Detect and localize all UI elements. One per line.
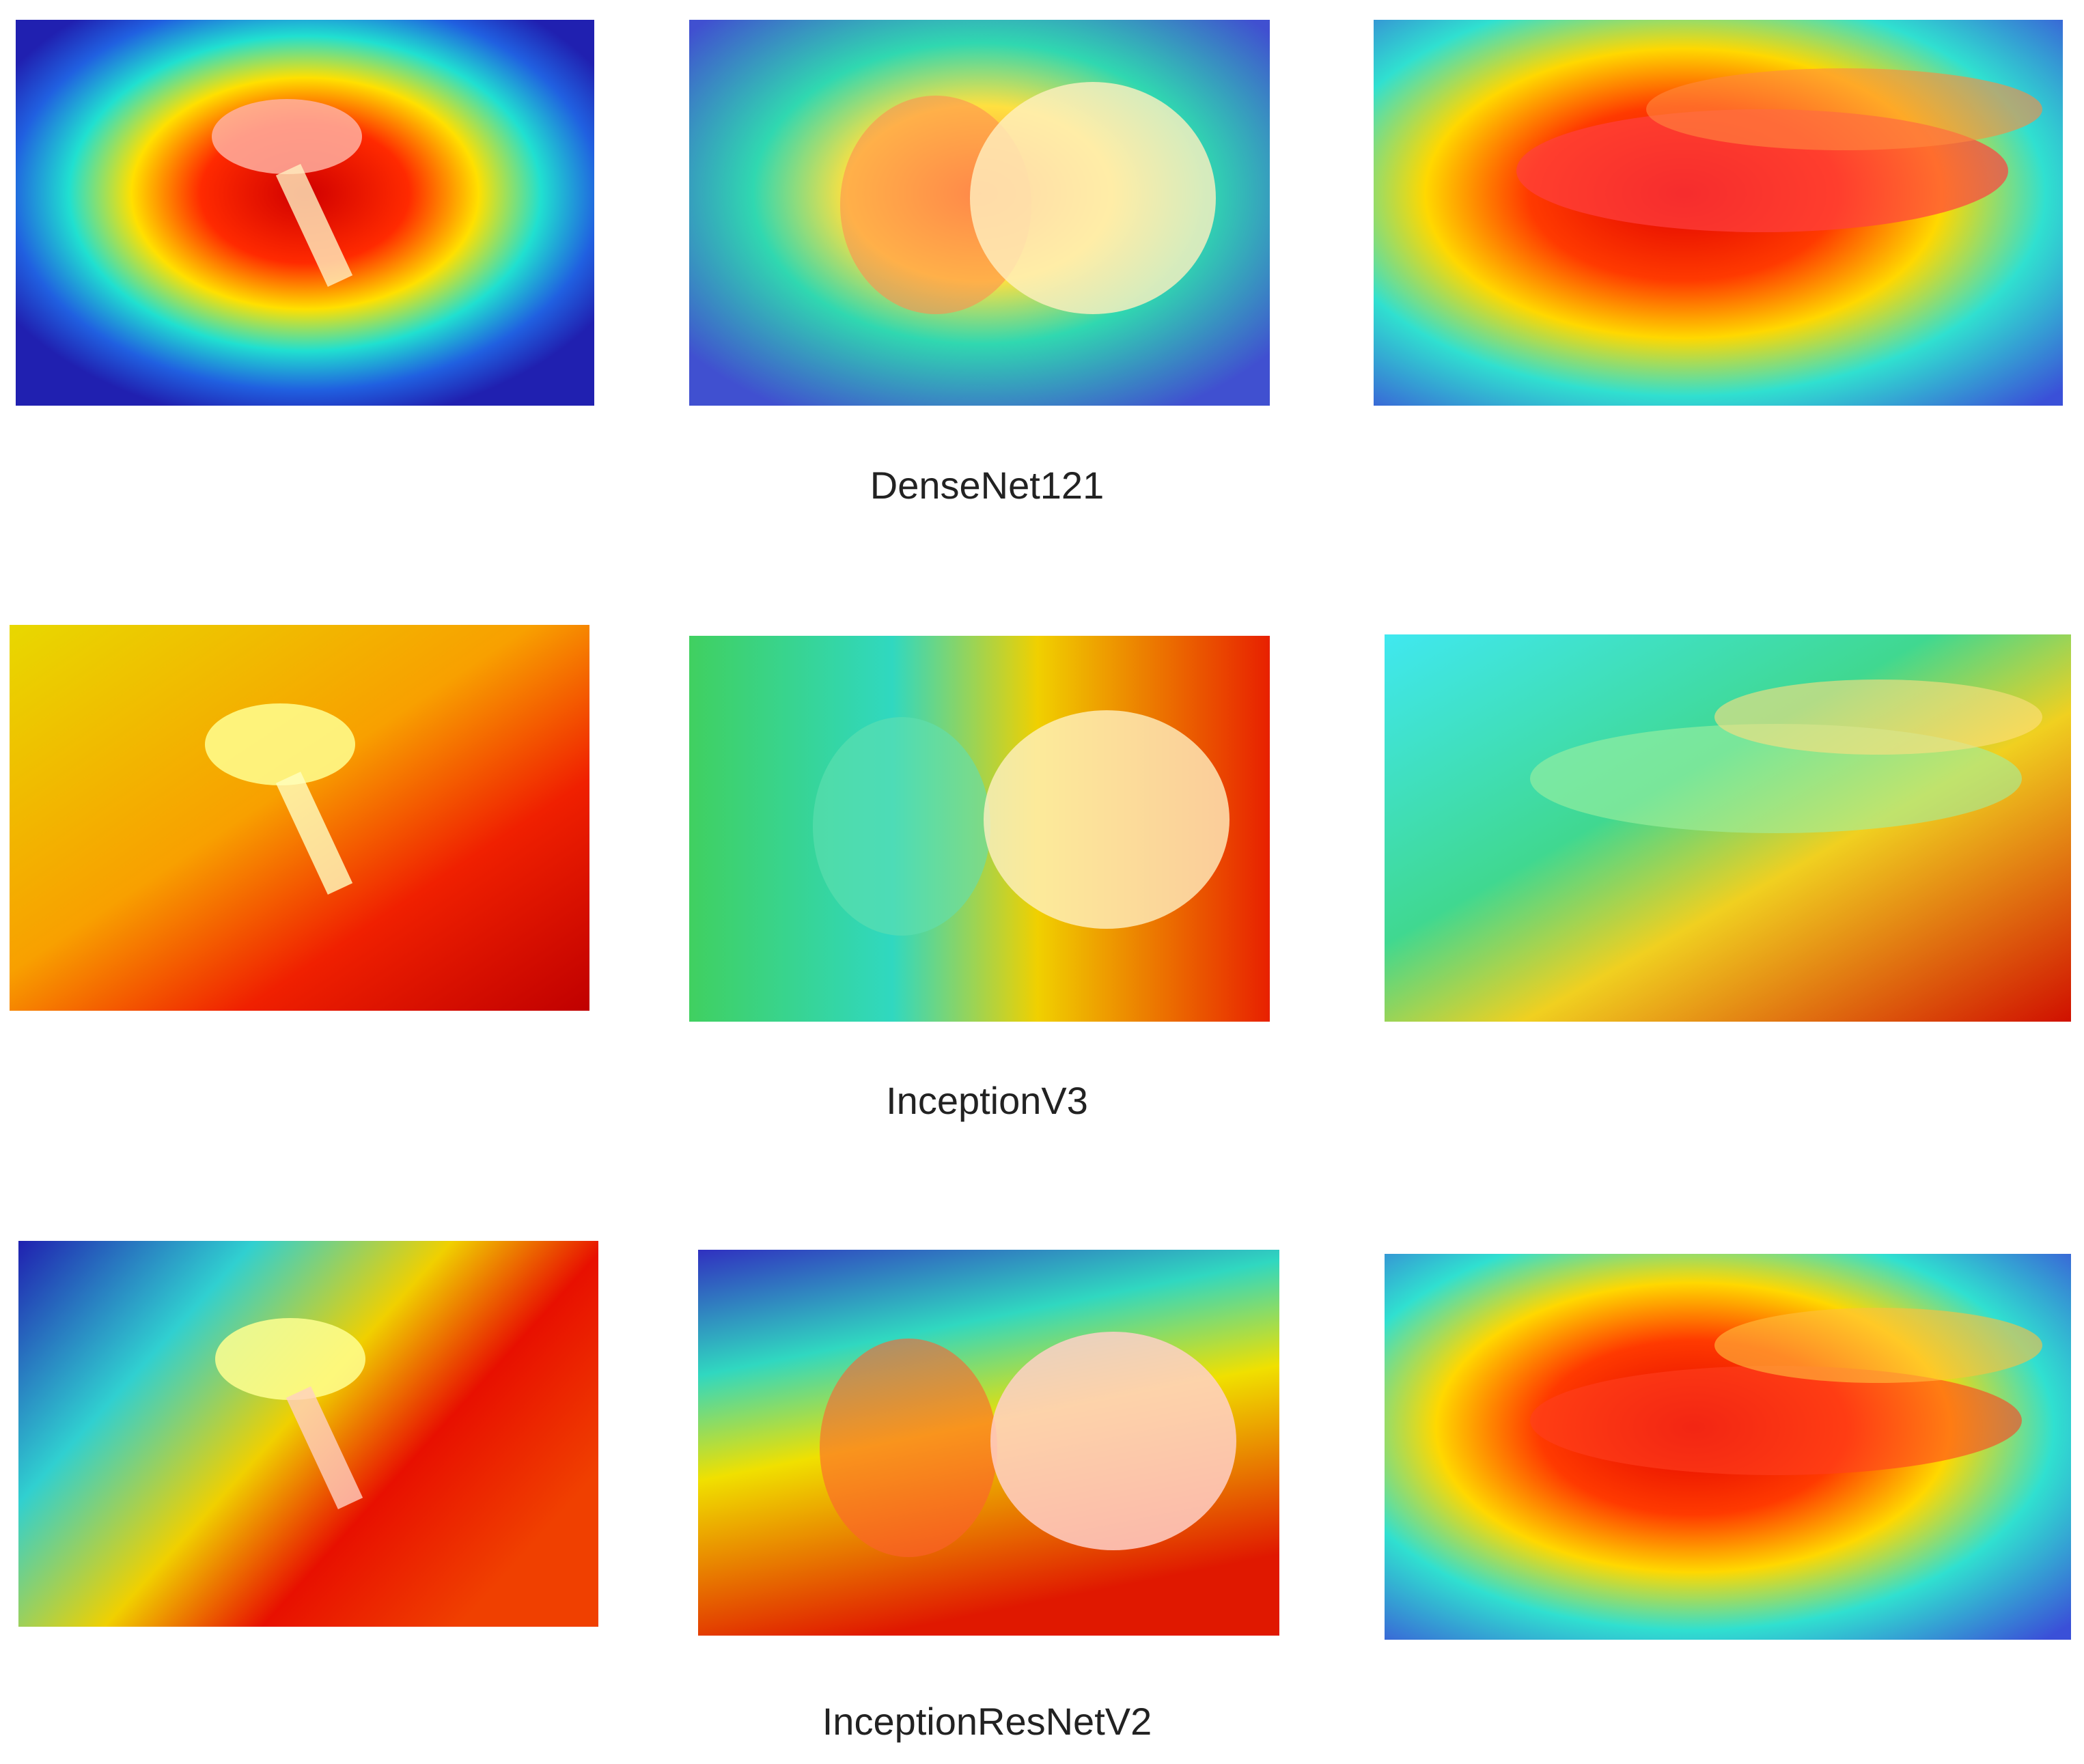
heatmap-image — [16, 20, 594, 406]
row-label: DenseNet121 — [870, 464, 1104, 507]
heatmap-image — [689, 636, 1270, 1022]
heatmap-image — [1385, 1254, 2071, 1640]
heatmap-image — [1374, 20, 2063, 406]
row-label: InceptionResNetV2 — [822, 1700, 1152, 1743]
heatmap-image — [698, 1250, 1279, 1636]
heatmap-image — [1385, 634, 2071, 1022]
heatmap-image — [10, 625, 589, 1011]
row-label: InceptionV3 — [886, 1079, 1088, 1122]
heatmap-image — [18, 1241, 598, 1627]
heatmap-image — [689, 20, 1270, 406]
